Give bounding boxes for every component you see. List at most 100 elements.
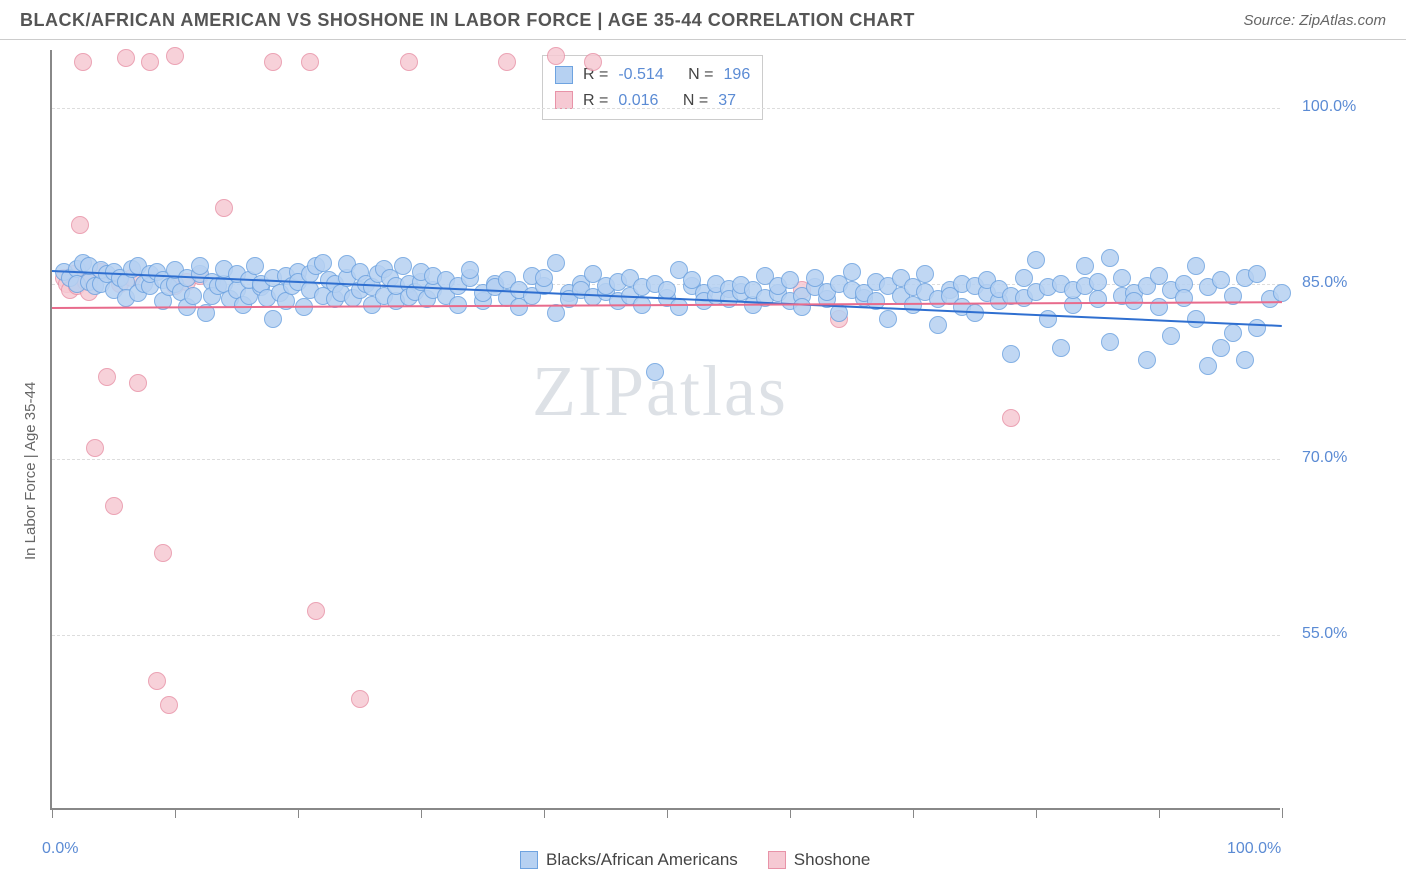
data-point [1101,249,1119,267]
data-point [394,257,412,275]
swatch-icon [555,91,573,109]
y-tick-label: 85.0% [1302,274,1347,292]
legend-bottom: Blacks/African Americans Shoshone [520,850,870,870]
data-point [1052,339,1070,357]
legend-label: Blacks/African Americans [546,850,738,870]
stats-legend-box: R = -0.514 N = 196 R = 0.016 N = 37 [542,55,763,120]
data-point [301,53,319,71]
data-point [1187,310,1205,328]
data-point [1224,324,1242,342]
x-tick-mark [52,808,53,818]
swatch-icon [555,66,573,84]
watermark: ZIPatlas [532,350,788,433]
data-point [1199,357,1217,375]
chart-source: Source: ZipAtlas.com [1243,12,1386,29]
data-point [1248,265,1266,283]
data-point [105,497,123,515]
data-point [781,271,799,289]
data-point [547,304,565,322]
data-point [793,298,811,316]
data-point [98,368,116,386]
gridline [52,459,1280,460]
data-point [1089,273,1107,291]
data-point [264,310,282,328]
data-point [929,316,947,334]
data-point [843,263,861,281]
data-point [1162,327,1180,345]
x-tick-mark [1282,808,1283,818]
swatch-icon [768,851,786,869]
data-point [141,53,159,71]
x-tick-label: 0.0% [42,840,78,858]
y-tick-label: 70.0% [1302,449,1347,467]
data-point [1027,251,1045,269]
data-point [166,47,184,65]
data-point [461,261,479,279]
legend-item: Blacks/African Americans [520,850,738,870]
x-tick-label: 100.0% [1227,840,1281,858]
data-point [86,439,104,457]
data-point [1273,284,1291,302]
y-axis-label: In Labor Force | Age 35-44 [22,382,39,560]
data-point [129,374,147,392]
gridline [52,635,1280,636]
data-point [1212,339,1230,357]
data-point [498,53,516,71]
legend-label: Shoshone [794,850,871,870]
y-tick-label: 100.0% [1302,98,1356,116]
x-tick-mark [298,808,299,818]
data-point [117,49,135,67]
data-point [916,265,934,283]
data-point [184,287,202,305]
data-point [1248,319,1266,337]
scatter-chart: ZIPatlas R = -0.514 N = 196 R = 0.016 N … [50,50,1280,810]
data-point [1187,257,1205,275]
data-point [584,53,602,71]
x-tick-mark [667,808,668,818]
x-tick-mark [421,808,422,818]
data-point [400,53,418,71]
data-point [1076,257,1094,275]
data-point [314,254,332,272]
data-point [351,690,369,708]
swatch-icon [520,851,538,869]
data-point [535,269,553,287]
x-tick-mark [175,808,176,818]
data-point [307,602,325,620]
data-point [1212,271,1230,289]
data-point [264,53,282,71]
data-point [1039,310,1057,328]
data-point [646,363,664,381]
gridline [52,108,1280,109]
data-point [246,257,264,275]
x-tick-mark [544,808,545,818]
data-point [74,53,92,71]
data-point [1002,409,1020,427]
data-point [215,199,233,217]
data-point [1089,290,1107,308]
data-point [670,298,688,316]
x-tick-mark [1036,808,1037,818]
data-point [160,696,178,714]
data-point [1236,351,1254,369]
data-point [1175,289,1193,307]
data-point [1101,333,1119,351]
y-tick-label: 55.0% [1302,625,1347,643]
data-point [547,254,565,272]
data-point [1113,269,1131,287]
x-tick-mark [790,808,791,818]
data-point [154,544,172,562]
data-point [148,672,166,690]
data-point [658,281,676,299]
data-point [71,216,89,234]
data-point [1138,351,1156,369]
x-tick-mark [913,808,914,818]
data-point [191,257,209,275]
data-point [547,47,565,65]
legend-item: Shoshone [768,850,871,870]
chart-header: BLACK/AFRICAN AMERICAN VS SHOSHONE IN LA… [0,0,1406,40]
chart-title: BLACK/AFRICAN AMERICAN VS SHOSHONE IN LA… [20,10,915,31]
x-tick-mark [1159,808,1160,818]
data-point [879,310,897,328]
data-point [1002,345,1020,363]
